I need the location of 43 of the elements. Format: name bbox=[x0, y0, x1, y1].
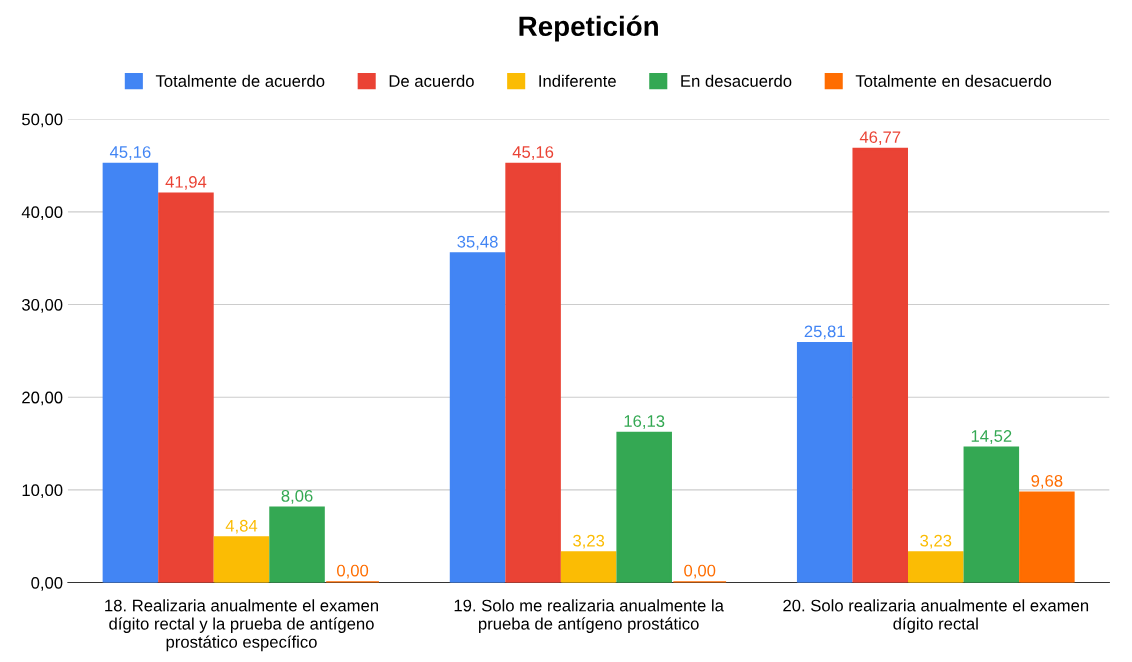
bar bbox=[796, 341, 853, 583]
bar bbox=[616, 431, 672, 583]
bar bbox=[505, 162, 561, 583]
legend-label: De acuerdo bbox=[389, 74, 474, 87]
y-tick-label: 20,00 bbox=[22, 391, 63, 406]
bar bbox=[908, 551, 964, 583]
data-label: 9,68 bbox=[1031, 474, 1063, 489]
chart-title: Repetición bbox=[519, 15, 658, 42]
legend-label: Totalmente de acuerdo bbox=[155, 74, 325, 87]
data-label: 35,48 bbox=[457, 235, 498, 250]
data-label: 46,77 bbox=[859, 131, 901, 145]
data-label: 4,84 bbox=[225, 519, 258, 534]
bar bbox=[963, 446, 1020, 583]
y-tick-label: 10,00 bbox=[22, 484, 63, 499]
x-tick-label: 20. Solo realizaria anualmente el examen dígito rectal bbox=[783, 599, 1089, 633]
data-label: 45,16 bbox=[109, 146, 151, 160]
bar bbox=[213, 536, 270, 583]
bar bbox=[560, 551, 617, 583]
legend-label: Indiferente bbox=[539, 74, 616, 87]
y-tick-label: 40,00 bbox=[21, 206, 63, 221]
data-label: 41,94 bbox=[165, 175, 207, 190]
bar bbox=[852, 147, 909, 583]
bar bbox=[1019, 491, 1075, 583]
bar bbox=[449, 252, 506, 583]
bar bbox=[269, 506, 325, 583]
data-label: 25,81 bbox=[804, 325, 845, 340]
data-label: 16,13 bbox=[624, 415, 665, 429]
x-tick-label: 18. Realizaria anualmente el examen dígito rectal y la prueba de antígeno prostático específico bbox=[105, 599, 378, 652]
y-tick-label: 50,00 bbox=[22, 113, 63, 128]
legend-label: Totalmente en desacuerdo bbox=[855, 74, 1052, 87]
bar bbox=[102, 162, 159, 583]
data-label: 8,06 bbox=[281, 489, 313, 504]
x-tick-label: 19. Solo me realizaria anualmente la prueba de antígeno prostático bbox=[454, 599, 724, 633]
y-tick-label: 0,00 bbox=[31, 576, 63, 591]
data-label: 45,16 bbox=[512, 146, 554, 160]
bar bbox=[158, 192, 214, 583]
data-label: 3,23 bbox=[573, 534, 605, 549]
legend-label: En desacuerdo bbox=[681, 74, 792, 87]
data-label: 3,23 bbox=[920, 534, 952, 549]
data-label: 0,00 bbox=[684, 564, 716, 579]
data-label: 14,52 bbox=[971, 430, 1012, 444]
y-tick-label: 30,00 bbox=[21, 298, 63, 313]
data-label: 0,00 bbox=[337, 564, 369, 579]
